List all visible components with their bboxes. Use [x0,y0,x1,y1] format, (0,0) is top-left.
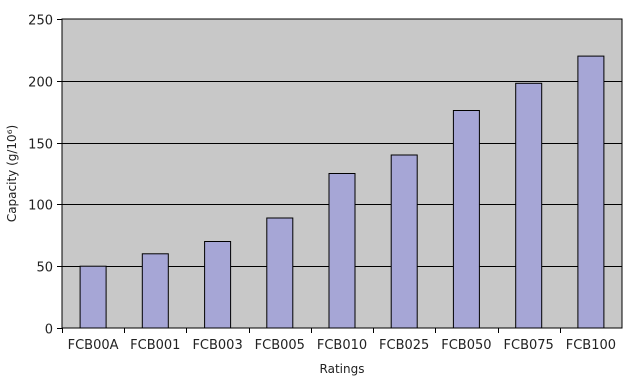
y-tick-label: 100 [28,199,53,214]
bar [390,154,418,329]
y-tick-label: 250 [28,14,53,29]
y-tick-label: 0 [45,323,53,338]
bar [204,241,232,329]
x-tick-label: FCB010 [317,338,367,353]
bar [141,253,169,329]
y-tick-label: 150 [28,138,53,153]
x-tick-label: FCB050 [441,338,491,353]
x-tick-label: FCB100 [566,338,616,353]
bar [515,82,543,329]
y-axis-title: Capacity (g/10⁶) [5,125,19,222]
x-tick-label: FCB003 [192,338,242,353]
bar [266,217,294,329]
x-axis-ticks: FCB00A FCB001 FCB003 FCB005 FCB010 FCB025 FCB0… [62,328,616,353]
bar [328,173,356,329]
y-axis-ticks: 0 50 100 150 200 250 [28,14,62,338]
y-tick-label: 200 [28,76,53,91]
bar [577,55,605,329]
x-tick-label: FCB001 [130,338,180,353]
bar [452,110,480,329]
plot-area [61,18,623,329]
x-tick-label: FCB005 [255,338,305,353]
x-tick-label: FCB075 [504,338,554,353]
y-tick-label: 50 [36,261,53,276]
x-tick-label: FCB025 [379,338,429,353]
bar [79,265,107,329]
x-tick-label: FCB00A [68,338,119,353]
x-axis-title: Ratings [320,362,365,376]
